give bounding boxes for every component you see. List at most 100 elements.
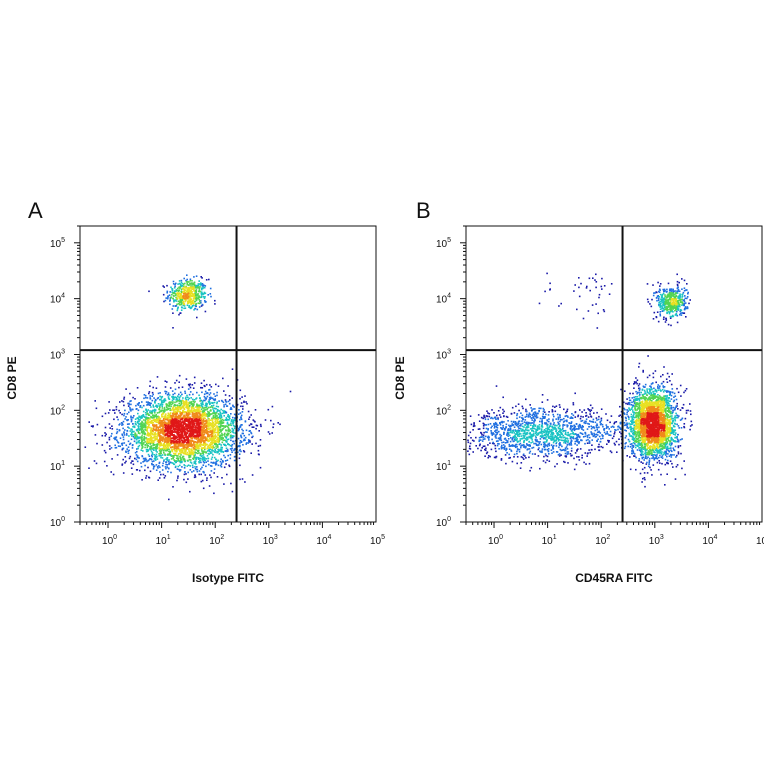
data-point [642, 369, 644, 372]
data-point [603, 285, 606, 287]
data-point [143, 433, 146, 436]
data-point [468, 447, 471, 450]
data-point [549, 289, 551, 291]
data-point [184, 392, 187, 394]
data-point [112, 473, 115, 476]
data-point [180, 423, 182, 425]
data-point [170, 423, 173, 425]
data-point [191, 428, 194, 430]
data-point [179, 452, 182, 454]
data-point [204, 448, 206, 451]
data-point [155, 414, 157, 416]
data-point [145, 409, 147, 411]
data-point [154, 409, 157, 411]
data-point [676, 387, 678, 390]
data-point [556, 463, 558, 465]
data-point [149, 429, 152, 432]
data-point [191, 443, 193, 446]
data-point [660, 473, 662, 476]
data-point [157, 403, 160, 405]
data-point [190, 298, 192, 300]
data-point [151, 399, 154, 402]
data-point [184, 422, 186, 424]
data-point [677, 391, 680, 394]
data-point [684, 473, 686, 476]
data-point [109, 409, 111, 411]
data-point [169, 412, 172, 415]
data-point [200, 434, 203, 437]
data-point [230, 413, 232, 415]
data-point [210, 425, 212, 427]
data-point [544, 411, 546, 413]
data-point [186, 451, 189, 454]
data-point [193, 382, 196, 384]
data-point [151, 416, 154, 418]
data-point [255, 424, 258, 427]
data-point [172, 437, 174, 440]
data-point [649, 303, 651, 305]
data-point [519, 467, 522, 469]
data-point [150, 428, 153, 430]
data-point [161, 420, 164, 422]
data-point [186, 424, 189, 426]
data-point [173, 443, 176, 446]
data-point [190, 292, 193, 295]
data-point [576, 308, 578, 311]
data-point [140, 465, 143, 468]
data-point [224, 419, 227, 421]
data-point [169, 424, 172, 427]
data-point [165, 441, 167, 443]
data-point [118, 424, 120, 426]
data-point [179, 422, 181, 425]
data-point [196, 286, 199, 288]
data-point [219, 418, 222, 420]
data-point [163, 406, 166, 409]
data-point [202, 464, 205, 466]
data-point [677, 451, 680, 453]
data-point [179, 395, 182, 397]
data-point [187, 448, 190, 451]
data-point [176, 307, 179, 310]
data-point [207, 425, 209, 427]
data-point [182, 283, 185, 286]
data-point [194, 294, 196, 296]
data-point [180, 418, 182, 421]
data-point [659, 283, 662, 285]
data-point [183, 478, 185, 481]
data-point [516, 462, 518, 465]
data-point [168, 403, 171, 405]
data-point [168, 498, 170, 501]
data-point [586, 442, 589, 444]
data-point [196, 415, 199, 418]
data-point [516, 456, 519, 458]
data-point [176, 479, 178, 482]
data-point [139, 406, 141, 408]
data-point [589, 451, 591, 454]
data-point [193, 418, 196, 421]
data-point [230, 445, 233, 447]
data-point [153, 446, 156, 449]
data-point [189, 435, 191, 438]
data-point [138, 402, 140, 405]
data-point [140, 428, 142, 431]
data-point [158, 408, 160, 410]
data-point [613, 421, 616, 424]
data-point [210, 295, 212, 298]
data-point [475, 436, 477, 439]
data-point [185, 285, 187, 288]
data-point [192, 466, 194, 469]
data-point [156, 417, 158, 420]
data-point [219, 464, 222, 467]
data-point [237, 451, 239, 454]
data-point [178, 386, 180, 389]
data-point [153, 460, 155, 462]
data-point [188, 453, 190, 455]
data-point [191, 411, 194, 413]
data-point [106, 465, 108, 467]
data-point [206, 408, 208, 411]
data-point [181, 466, 183, 468]
data-point [199, 410, 202, 412]
data-point [172, 280, 175, 283]
data-point [96, 442, 98, 445]
data-point [220, 462, 223, 464]
